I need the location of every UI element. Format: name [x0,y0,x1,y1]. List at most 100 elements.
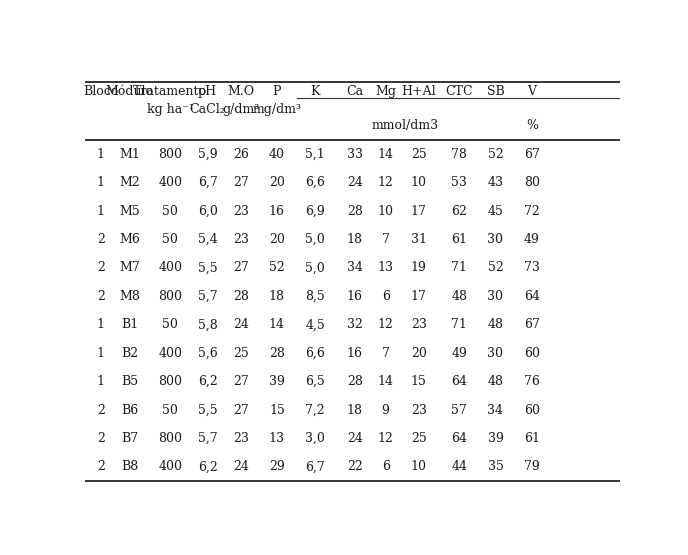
Text: B2: B2 [121,347,138,360]
Text: 49: 49 [524,233,539,246]
Text: 19: 19 [411,261,427,275]
Text: 7,2: 7,2 [305,403,325,417]
Text: 1: 1 [97,176,105,189]
Text: 9: 9 [382,403,389,417]
Text: M1: M1 [119,148,140,161]
Text: 23: 23 [233,432,249,445]
Text: 52: 52 [488,261,504,275]
Text: 6,7: 6,7 [197,176,217,189]
Text: 43: 43 [488,176,504,189]
Text: V: V [527,85,536,98]
Text: 33: 33 [347,148,363,161]
Text: 12: 12 [378,319,394,331]
Text: 6,2: 6,2 [197,375,217,388]
Text: %: % [526,119,538,132]
Text: 45: 45 [488,205,504,218]
Text: 2: 2 [97,233,105,246]
Text: 28: 28 [233,290,249,303]
Text: 76: 76 [524,375,539,388]
Text: 71: 71 [451,261,467,275]
Text: 31: 31 [411,233,427,246]
Text: 13: 13 [269,432,285,445]
Text: 10: 10 [378,205,394,218]
Text: 2: 2 [97,461,105,473]
Text: 44: 44 [451,461,467,473]
Text: 5,6: 5,6 [197,347,217,360]
Text: 28: 28 [347,205,363,218]
Text: 14: 14 [378,148,394,161]
Text: 20: 20 [411,347,427,360]
Text: 14: 14 [378,375,394,388]
Text: 34: 34 [347,261,363,275]
Text: 5,0: 5,0 [305,233,325,246]
Text: 15: 15 [269,403,285,417]
Text: 400: 400 [158,176,182,189]
Text: 18: 18 [347,403,363,417]
Text: 80: 80 [524,176,540,189]
Text: 7: 7 [382,233,389,246]
Text: 35: 35 [488,461,504,473]
Text: 78: 78 [451,148,467,161]
Text: Mg: Mg [375,85,396,98]
Text: 10: 10 [411,461,427,473]
Text: 5,7: 5,7 [197,290,217,303]
Text: 24: 24 [347,176,363,189]
Text: 6,0: 6,0 [197,205,217,218]
Text: 32: 32 [347,319,363,331]
Text: 39: 39 [269,375,285,388]
Text: 6,6: 6,6 [305,176,325,189]
Text: 18: 18 [347,233,363,246]
Text: 7: 7 [382,347,389,360]
Text: 23: 23 [233,205,249,218]
Text: 26: 26 [233,148,249,161]
Text: 40: 40 [269,148,285,161]
Text: 53: 53 [451,176,467,189]
Text: 6,7: 6,7 [305,461,325,473]
Text: 22: 22 [347,461,363,473]
Text: B6: B6 [121,403,138,417]
Text: 12: 12 [378,432,394,445]
Text: 62: 62 [451,205,467,218]
Text: 17: 17 [411,290,427,303]
Text: M5: M5 [119,205,140,218]
Text: M.O: M.O [228,85,255,98]
Text: 8,5: 8,5 [305,290,325,303]
Text: 1: 1 [97,319,105,331]
Text: 25: 25 [411,432,427,445]
Text: 16: 16 [347,290,363,303]
Text: 27: 27 [233,261,249,275]
Text: 73: 73 [524,261,539,275]
Text: M2: M2 [119,176,140,189]
Text: 5,9: 5,9 [197,148,217,161]
Text: 6,5: 6,5 [305,375,325,388]
Text: Ca: Ca [346,85,363,98]
Text: 27: 27 [233,403,249,417]
Text: M7: M7 [119,261,140,275]
Text: 6: 6 [382,290,389,303]
Text: 67: 67 [524,319,539,331]
Text: P: P [272,85,281,98]
Text: 52: 52 [488,148,504,161]
Text: 48: 48 [488,319,504,331]
Text: H+Al: H+Al [401,85,436,98]
Text: 5,4: 5,4 [197,233,217,246]
Text: 28: 28 [269,347,285,360]
Text: 39: 39 [488,432,504,445]
Text: 4,5: 4,5 [305,319,325,331]
Text: B1: B1 [121,319,138,331]
Text: 400: 400 [158,347,182,360]
Text: 60: 60 [524,347,540,360]
Text: 60: 60 [524,403,540,417]
Text: 2: 2 [97,290,105,303]
Text: 50: 50 [162,205,178,218]
Text: 48: 48 [488,375,504,388]
Text: 52: 52 [269,261,285,275]
Text: 1: 1 [97,375,105,388]
Text: 18: 18 [269,290,285,303]
Text: 2: 2 [97,261,105,275]
Text: 23: 23 [233,233,249,246]
Text: 400: 400 [158,261,182,275]
Text: 34: 34 [488,403,504,417]
Text: Tratamento: Tratamento [133,85,207,98]
Text: 6: 6 [382,461,389,473]
